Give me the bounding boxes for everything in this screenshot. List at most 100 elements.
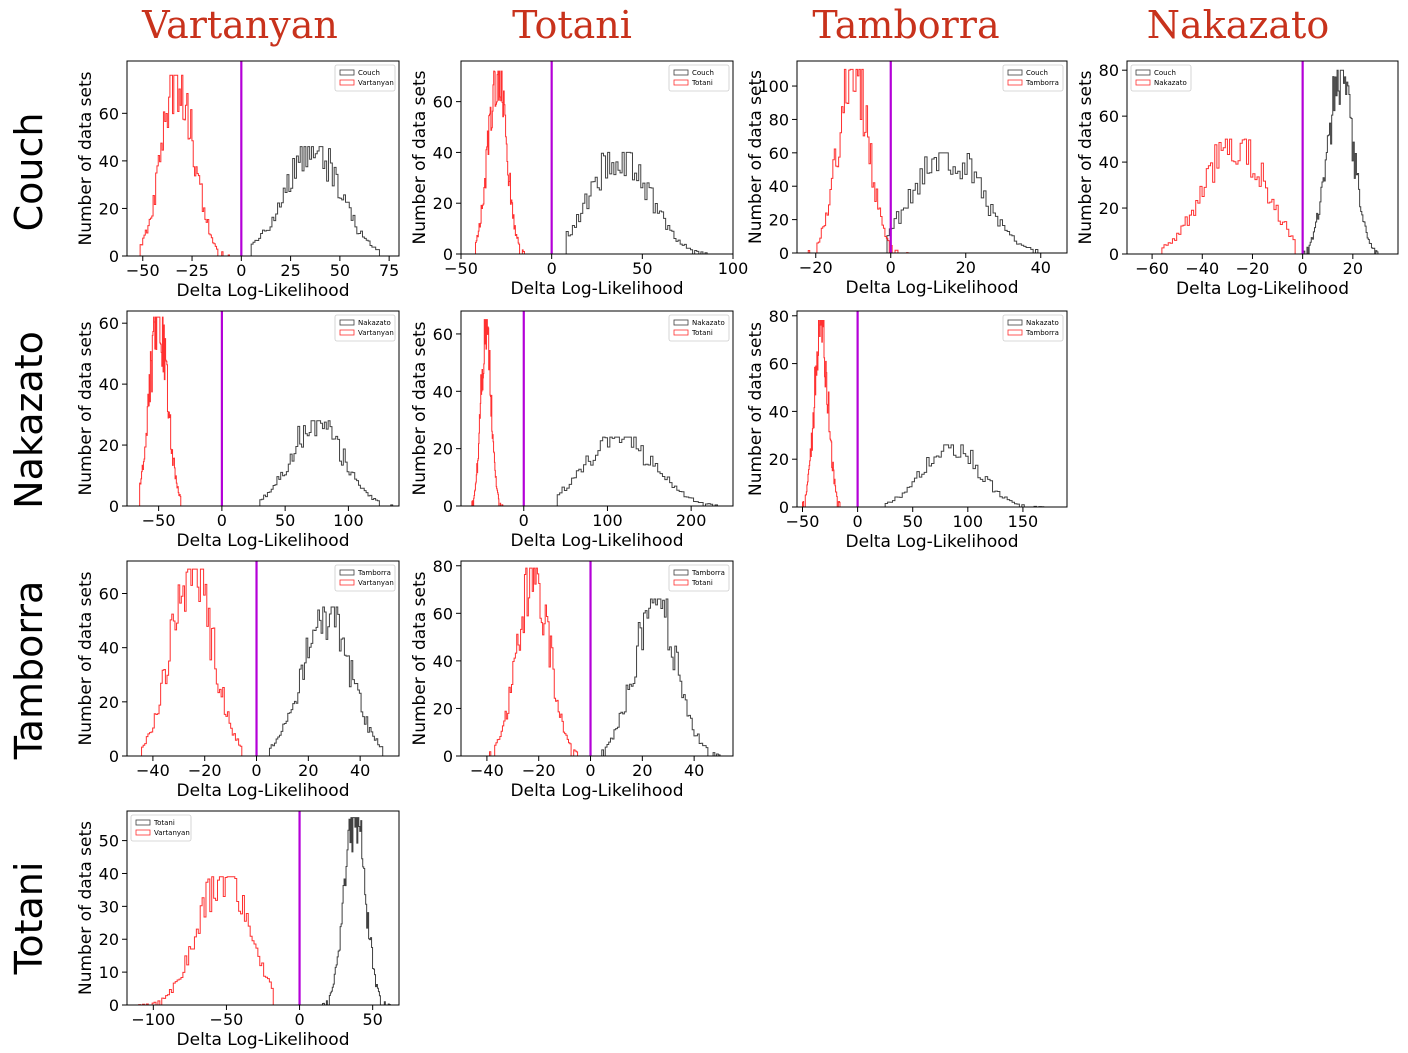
legend-label-vartanyan: Vartanyan [358,79,394,87]
legend-box [1130,64,1192,92]
histogram-totani [475,70,525,254]
y-tick-label: 60 [99,585,119,604]
y-axis-label: Number of data sets [76,821,96,995]
legend-swatch-vartanyan [135,829,151,836]
column-title-vartanyan: Vartanyan [141,3,338,47]
x-tick-label: 0 [547,259,557,278]
x-tick-label: 40 [350,761,370,780]
histogram-couch [250,146,384,256]
x-tick-label: 200 [676,511,707,530]
legend-swatch-totani [673,329,689,336]
legend: Couch Nakazato [1130,64,1192,92]
histogram-panel-4: −60 −40 −20 0 20 0 20 40 60 80 Delta Log-Likelihoo… [1076,60,1399,299]
plot-frame [126,560,400,757]
legend-label-totani: Totani [691,579,713,587]
plot-frame [1126,60,1399,255]
y-tick-label: 80 [769,307,789,326]
x-tick-label: 0 [1298,259,1308,278]
plot-area [139,311,394,506]
x-tick-label: 20 [632,761,652,780]
x-tick-label: 0 [853,512,863,531]
x-tick-label: 150 [1008,512,1039,531]
legend-swatch-nakazato [1007,319,1023,326]
legend-swatch-tamborra [339,569,355,576]
legend: Couch Tamborra [1002,64,1064,92]
legend-swatch-couch [1135,69,1151,76]
legend-label-tamborra: Tamborra [1025,79,1059,87]
x-tick-label: −40 [1185,259,1219,278]
legend-label-vartanyan: Vartanyan [154,829,190,837]
y-tick-label: 20 [769,450,789,469]
legend-label-vartanyan: Vartanyan [358,579,394,587]
row-titles: Couch Nakazato Tamborra Totani [7,113,51,976]
histogram-totani [471,319,504,506]
histogram-nakazato [556,436,725,506]
histogram-couch [886,152,1052,253]
y-tick-label: 10 [99,963,119,982]
histogram-nakazato [259,420,394,506]
x-tick-label: 40 [1031,258,1051,277]
y-tick-label: 0 [109,497,119,516]
x-tick-label: −40 [136,761,170,780]
y-tick-label: 40 [1099,153,1119,172]
plot-frame [460,60,734,255]
plot-frame [796,60,1068,254]
x-tick-label: 0 [294,1010,304,1029]
y-tick-label: 20 [99,930,119,949]
column-title-nakazato: Nakazato [1147,3,1329,47]
x-tick-label: 100 [953,512,984,531]
y-tick-label: 60 [99,314,119,333]
y-axis-label: Number of data sets [76,321,96,495]
x-axis-label: Delta Log-Likelihood [511,531,684,551]
y-axis-label: Number of data sets [746,70,766,244]
legend-swatch-couch [339,69,355,76]
plot-area [139,561,387,756]
x-axis-label: Delta Log-Likelihood [846,532,1019,552]
x-tick-label: −100 [131,1010,175,1029]
y-axis-label: Number of data sets [410,70,430,244]
histogram-panel-6: 0 100 200 0 20 40 60 Delta Log-Likelihood Number… [410,310,734,551]
y-tick-label: 0 [443,747,453,766]
x-axis-label: Delta Log-Likelihood [177,781,350,801]
x-axis-label: Delta Log-Likelihood [846,278,1019,298]
y-axis-label: Number of data sets [76,71,96,245]
legend-label-nakazato: Nakazato [1026,319,1059,327]
x-axis-label: Delta Log-Likelihood [511,279,684,299]
plot-area [138,61,384,256]
x-tick-label: 0 [519,511,529,530]
y-axis-label: Number of data sets [410,571,430,745]
x-tick-label: −60 [1135,259,1169,278]
legend-label-nakazato: Nakazato [1154,79,1187,87]
y-tick-label: 50 [99,832,119,851]
histogram-panel-1: −50 −25 0 25 50 75 0 20 40 60 Delta Log-Likelihood… [76,60,400,301]
histogram-vartanyan [138,876,274,1005]
y-tick-label: 0 [109,996,119,1015]
x-tick-label: 100 [333,511,364,530]
x-tick-label: −50 [444,259,478,278]
x-tick-label: 20 [956,258,976,277]
x-tick-label: 20 [298,761,318,780]
legend-swatch-vartanyan [339,579,355,586]
panels: −50 −25 0 25 50 75 0 20 40 60 Delta Log-Likelihood… [76,60,1399,1050]
legend-label-totani: Totani [153,819,175,827]
y-axis-label: Number of data sets [76,571,96,745]
x-tick-label: 0 [886,258,896,277]
y-tick-label: 40 [99,864,119,883]
plot-frame [796,310,1068,508]
y-tick-label: 0 [443,497,453,516]
histogram-panel-8: −40 −20 0 20 40 0 20 40 60 Delta Log-Likelihood Nu… [76,560,400,801]
legend-swatch-totani [673,79,689,86]
y-tick-label: 0 [779,244,789,263]
legend-swatch-totani [673,579,689,586]
x-tick-label: −20 [522,761,556,780]
plot-area [486,561,721,756]
y-tick-label: 60 [433,93,453,112]
x-tick-label: 50 [275,511,295,530]
y-tick-label: 40 [99,639,119,658]
column-title-tamborra: Tamborra [812,3,999,47]
row-title-totani: Totani [7,862,51,976]
histogram-vartanyan [138,74,230,256]
legend-label-vartanyan: Vartanyan [358,329,394,337]
legend-swatch-tamborra [1007,329,1023,336]
